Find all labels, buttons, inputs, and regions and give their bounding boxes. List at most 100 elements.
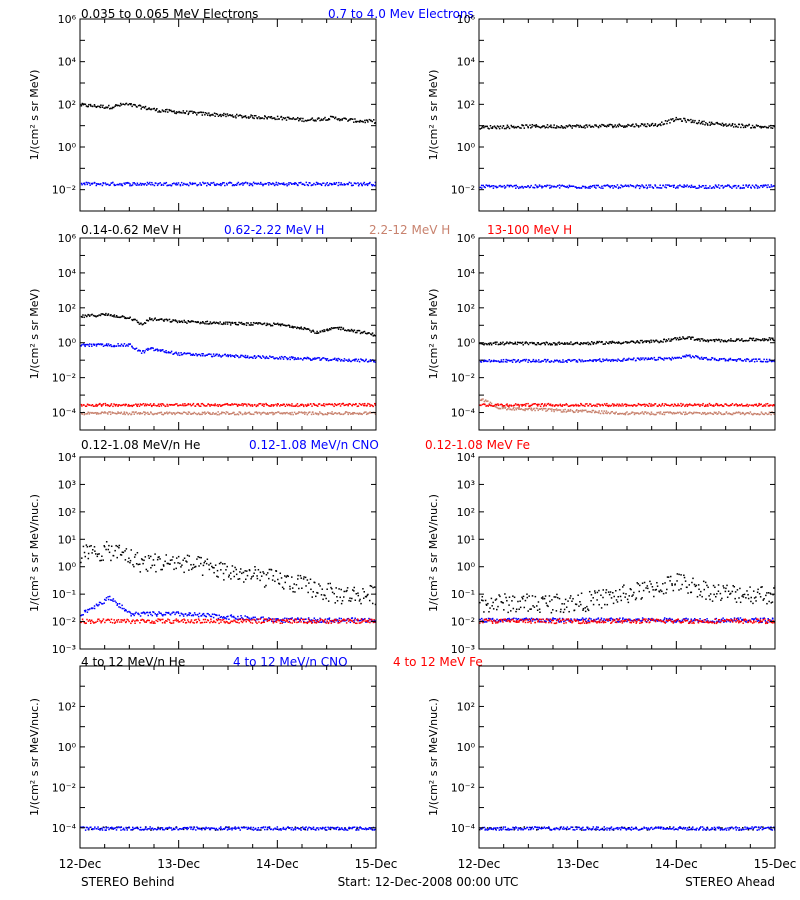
data-point: [88, 315, 91, 317]
data-point: [104, 314, 106, 316]
data-point: [623, 341, 625, 344]
data-point: [98, 314, 100, 316]
data-point: [146, 108, 149, 111]
data-point: [298, 587, 300, 590]
data-point: [629, 404, 631, 407]
data-point: [136, 412, 139, 415]
data-point: [540, 343, 543, 345]
data-point: [86, 546, 89, 548]
data-point: [483, 344, 485, 346]
data-point: [311, 117, 314, 119]
data-point: [174, 413, 176, 416]
data-point: [160, 618, 162, 621]
data-point: [162, 564, 165, 566]
data-point: [343, 620, 346, 622]
data-point: [288, 324, 291, 327]
data-point: [596, 599, 598, 601]
data-point: [369, 584, 372, 587]
data-point: [275, 621, 278, 623]
data-point: [198, 612, 201, 615]
data-point: [192, 320, 195, 323]
data-point: [366, 184, 369, 187]
data-point: [223, 617, 226, 619]
data-point: [484, 186, 486, 189]
data-point: [735, 360, 738, 362]
data-point: [339, 183, 341, 186]
data-point: [373, 184, 376, 187]
data-point: [268, 412, 271, 414]
data-point: [679, 336, 681, 339]
data-point: [548, 125, 551, 128]
data-point: [240, 115, 243, 117]
data-point: [520, 403, 522, 406]
data-point: [599, 124, 601, 127]
data-point: [246, 182, 249, 184]
data-point: [158, 611, 160, 613]
data-point: [711, 413, 714, 415]
data-point: [627, 601, 630, 604]
data-point: [285, 403, 288, 406]
data-point: [702, 340, 705, 342]
data-point: [136, 321, 139, 324]
series-13-100-mev-h: [479, 402, 775, 408]
data-point: [224, 353, 227, 356]
data-point: [98, 618, 100, 620]
data-point: [187, 413, 189, 415]
data-point: [621, 360, 624, 362]
data-point: [738, 339, 741, 342]
data-point: [577, 124, 579, 127]
data-point: [373, 586, 376, 588]
data-point: [266, 413, 268, 415]
data-point: [575, 403, 577, 406]
data-point: [258, 621, 260, 623]
data-point: [252, 117, 254, 119]
data-point: [223, 182, 225, 184]
data-point: [326, 358, 329, 360]
data-point: [649, 125, 651, 127]
data-point: [179, 404, 182, 406]
data-point: [259, 402, 262, 405]
data-point: [319, 617, 321, 620]
data-point: [490, 344, 493, 346]
data-point: [333, 621, 336, 623]
data-point: [97, 605, 99, 607]
data-point: [131, 105, 133, 108]
data-point: [269, 116, 272, 119]
data-point: [181, 613, 183, 615]
data-point: [594, 124, 596, 126]
data-point: [349, 621, 352, 624]
data-point: [510, 405, 513, 407]
data-point: [307, 412, 310, 414]
data-point: [317, 621, 320, 623]
data-point: [692, 356, 695, 358]
data-point: [251, 403, 253, 406]
data-point: [297, 574, 299, 577]
data-point: [294, 118, 296, 121]
data-point: [121, 404, 124, 406]
data-point: [93, 605, 96, 607]
data-point: [518, 408, 520, 410]
data-point: [164, 110, 167, 113]
data-point: [193, 612, 196, 614]
data-point: [257, 618, 259, 620]
data-point: [301, 328, 303, 330]
data-point: [308, 621, 310, 623]
data-point: [358, 600, 361, 602]
data-point: [653, 356, 656, 359]
data-point: [329, 582, 331, 585]
data-point: [676, 186, 678, 188]
data-point: [198, 111, 201, 114]
data-point: [293, 411, 296, 414]
data-point: [771, 411, 773, 413]
data-point: [246, 574, 249, 577]
data-point: [718, 411, 720, 413]
data-point: [126, 611, 129, 613]
data-point: [720, 124, 723, 126]
data-point: [603, 124, 605, 126]
data-point: [182, 184, 184, 186]
data-point: [227, 404, 229, 406]
data-point: [218, 413, 220, 416]
data-point: [241, 403, 243, 405]
data-point: [659, 356, 661, 359]
data-point: [93, 546, 96, 548]
